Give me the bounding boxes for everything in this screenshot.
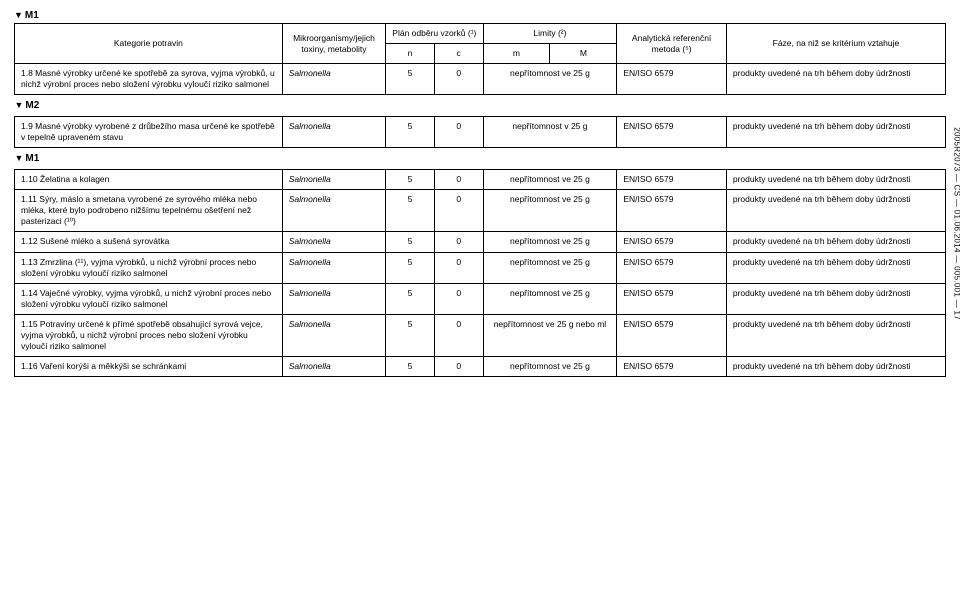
table-row: 1.8 Masné výrobky určené ke spotřebě za … <box>15 64 946 95</box>
cell-phase: produkty uvedené na trh během doby údržn… <box>726 356 945 376</box>
table-row: 1.12 Sušené mléko a sušená syrovátkaSalm… <box>15 232 946 252</box>
cell-organism: Salmonella <box>282 190 385 232</box>
cell-organism: Salmonella <box>282 283 385 314</box>
cell-method: EN/ISO 6579 <box>617 117 727 148</box>
cell-phase: produkty uvedené na trh během doby údržn… <box>726 64 945 95</box>
table-row: 1.9 Masné výrobky vyrobené z drůbežího m… <box>15 117 946 148</box>
th-M: M <box>550 44 617 64</box>
cell-phase: produkty uvedené na trh během doby údržn… <box>726 190 945 232</box>
section-marker: M1 <box>15 152 40 165</box>
cell-n: 5 <box>386 356 435 376</box>
th-plan: Plán odběru vzorků (¹) <box>386 24 483 44</box>
cell-method: EN/ISO 6579 <box>617 252 727 283</box>
cell-organism: Salmonella <box>282 314 385 356</box>
cell-limit: nepřítomnost ve 25 g <box>483 170 617 190</box>
cell-c: 0 <box>434 356 483 376</box>
cell-limit: nepřítomnost ve 25 g <box>483 283 617 314</box>
th-limits: Limity (²) <box>483 24 617 44</box>
cell-method: EN/ISO 6579 <box>617 64 727 95</box>
th-m: m <box>483 44 550 64</box>
th-category: Kategorie potravin <box>15 24 283 64</box>
th-organisms: Mikroorganismy/jejich toxiny, metabolity <box>282 24 385 64</box>
cell-c: 0 <box>434 117 483 148</box>
cell-organism: Salmonella <box>282 170 385 190</box>
cell-category: 1.12 Sušené mléko a sušená syrovátka <box>15 232 283 252</box>
cell-limit: nepřítomnost ve 25 g <box>483 356 617 376</box>
cell-n: 5 <box>386 283 435 314</box>
table-row: 1.13 Zmrzlina (¹¹), vyjma výrobků, u nic… <box>15 252 946 283</box>
cell-category: 1.15 Potraviny určené k přímé spotřebě o… <box>15 314 283 356</box>
cell-n: 5 <box>386 252 435 283</box>
cell-category: 1.9 Masné výrobky vyrobené z drůbežího m… <box>15 117 283 148</box>
cell-method: EN/ISO 6579 <box>617 170 727 190</box>
section-marker: M2 <box>15 99 40 112</box>
marker-row: M2 <box>15 95 946 117</box>
table-row: 1.14 Vaječné výrobky, vyjma výrobků, u n… <box>15 283 946 314</box>
cell-c: 0 <box>434 232 483 252</box>
cell-phase: produkty uvedené na trh během doby údržn… <box>726 252 945 283</box>
cell-organism: Salmonella <box>282 117 385 148</box>
cell-category: 1.16 Vaření korýši a měkkýši se schránka… <box>15 356 283 376</box>
th-phase: Fáze, na niž se kritérium vztahuje <box>726 24 945 64</box>
cell-c: 0 <box>434 252 483 283</box>
cell-limit: nepřítomnost ve 25 g nebo ml <box>483 314 617 356</box>
cell-c: 0 <box>434 170 483 190</box>
cell-limit: nepřítomnost ve 25 g <box>483 252 617 283</box>
cell-phase: produkty uvedené na trh během doby údržn… <box>726 170 945 190</box>
cell-phase: produkty uvedené na trh během doby údržn… <box>726 232 945 252</box>
cell-limit: nepřítomnost ve 25 g <box>483 64 617 95</box>
cell-method: EN/ISO 6579 <box>617 190 727 232</box>
cell-c: 0 <box>434 314 483 356</box>
cell-c: 0 <box>434 283 483 314</box>
table-row: 1.11 Sýry, máslo a smetana vyrobené ze s… <box>15 190 946 232</box>
cell-n: 5 <box>386 170 435 190</box>
cell-method: EN/ISO 6579 <box>617 283 727 314</box>
cell-n: 5 <box>386 190 435 232</box>
marker-row: M1 <box>15 148 946 170</box>
th-method: Analytická referenční metoda (⁵) <box>617 24 727 64</box>
table-row: 1.10 Želatina a kolagenSalmonella50nepří… <box>15 170 946 190</box>
cell-category: 1.8 Masné výrobky určené ke spotřebě za … <box>15 64 283 95</box>
header-row-1: Kategorie potravin Mikroorganismy/jejich… <box>15 24 946 44</box>
cell-c: 0 <box>434 64 483 95</box>
cell-organism: Salmonella <box>282 356 385 376</box>
cell-n: 5 <box>386 117 435 148</box>
cell-method: EN/ISO 6579 <box>617 232 727 252</box>
cell-n: 5 <box>386 232 435 252</box>
cell-phase: produkty uvedené na trh během doby údržn… <box>726 117 945 148</box>
th-c: c <box>434 44 483 64</box>
cell-phase: produkty uvedené na trh během doby údržn… <box>726 314 945 356</box>
cell-limit: nepřítomnost ve 25 g <box>483 190 617 232</box>
cell-phase: produkty uvedené na trh během doby údržn… <box>726 283 945 314</box>
cell-category: 1.10 Želatina a kolagen <box>15 170 283 190</box>
cell-category: 1.11 Sýry, máslo a smetana vyrobené ze s… <box>15 190 283 232</box>
marker-m1-top: M1 <box>14 10 39 21</box>
side-regulation-note: 2005R2073 — CS — 01.06.2014 — 005.001 — … <box>953 127 960 320</box>
cell-limit: nepřítomnost ve 25 g <box>483 232 617 252</box>
cell-organism: Salmonella <box>282 252 385 283</box>
cell-category: 1.13 Zmrzlina (¹¹), vyjma výrobků, u nic… <box>15 252 283 283</box>
cell-method: EN/ISO 6579 <box>617 314 727 356</box>
cell-organism: Salmonella <box>282 232 385 252</box>
cell-method: EN/ISO 6579 <box>617 356 727 376</box>
cell-category: 1.14 Vaječné výrobky, vyjma výrobků, u n… <box>15 283 283 314</box>
cell-n: 5 <box>386 64 435 95</box>
criteria-table: Kategorie potravin Mikroorganismy/jejich… <box>14 23 946 377</box>
table-row: 1.15 Potraviny určené k přímé spotřebě o… <box>15 314 946 356</box>
th-n: n <box>386 44 435 64</box>
cell-limit: nepřítomnost v 25 g <box>483 117 617 148</box>
cell-organism: Salmonella <box>282 64 385 95</box>
cell-n: 5 <box>386 314 435 356</box>
cell-c: 0 <box>434 190 483 232</box>
table-row: 1.16 Vaření korýši a měkkýši se schránka… <box>15 356 946 376</box>
